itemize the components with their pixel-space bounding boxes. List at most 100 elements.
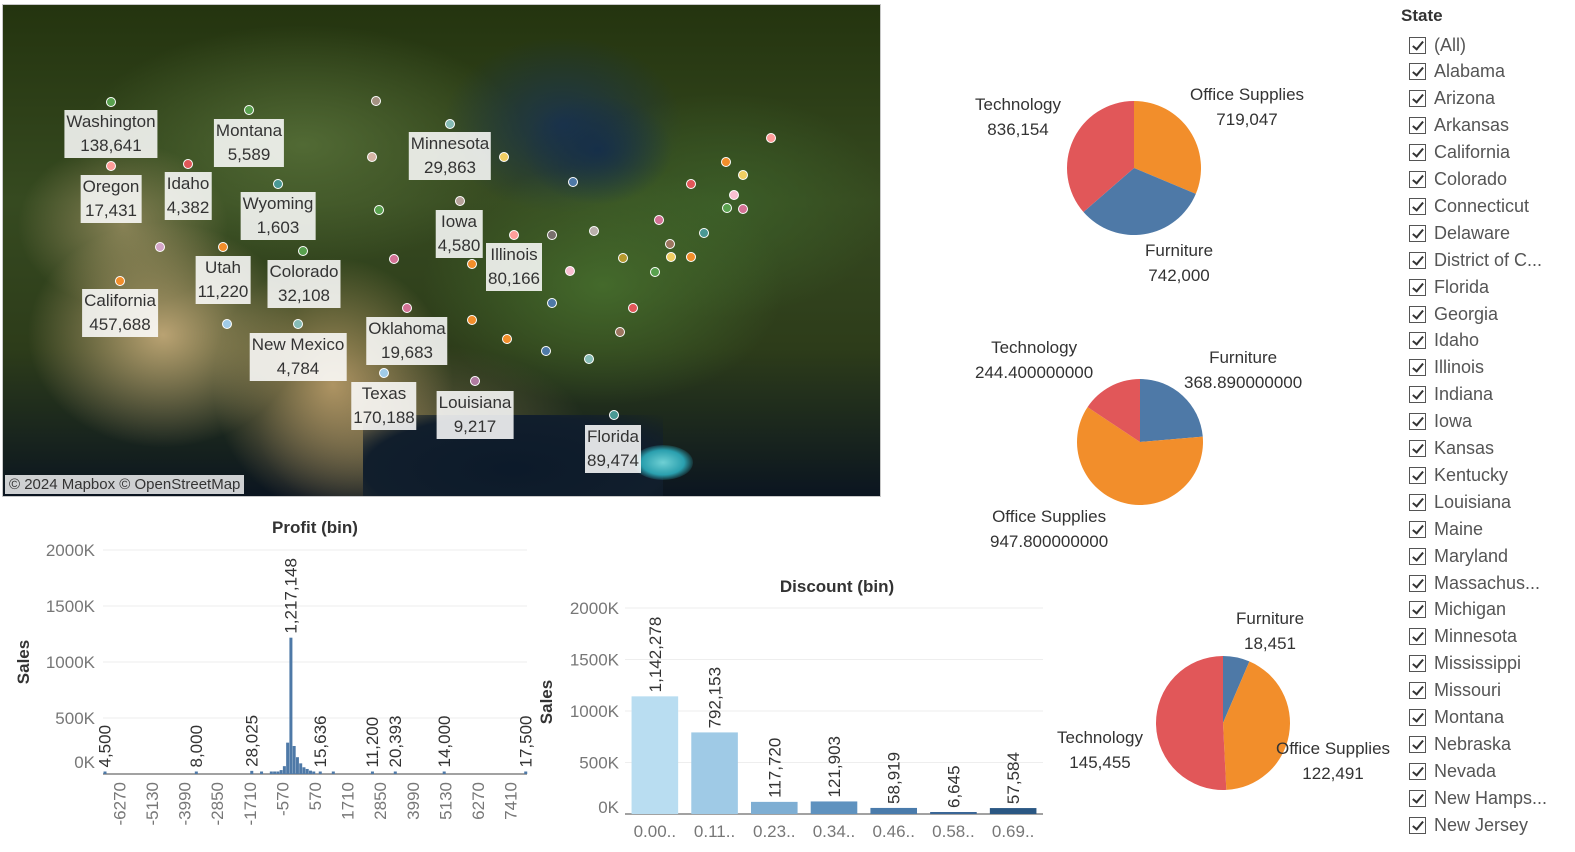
- checkbox-checked-icon[interactable]: [1409, 682, 1426, 700]
- discount-bar[interactable]: [810, 801, 858, 814]
- filter-item[interactable]: Nevada: [1409, 758, 1496, 784]
- profit-bar[interactable]: [302, 767, 306, 774]
- checkbox-checked-icon[interactable]: [1409, 63, 1426, 81]
- sales-map[interactable]: Washington 138,641 Montana 5,589 Minnesota 29…: [2, 4, 881, 497]
- category-pie-3[interactable]: [1155, 655, 1291, 791]
- profit-bar[interactable]: [331, 771, 335, 775]
- filter-item[interactable]: (All): [1409, 32, 1466, 58]
- filter-item[interactable]: New Hamps...: [1409, 785, 1547, 811]
- state-marker[interactable]: [628, 303, 638, 313]
- state-marker[interactable]: [618, 253, 628, 263]
- state-marker[interactable]: [293, 319, 303, 329]
- profit-bar[interactable]: [312, 771, 316, 775]
- state-marker[interactable]: [367, 152, 377, 162]
- checkbox-checked-icon[interactable]: [1409, 789, 1426, 807]
- profit-bar[interactable]: [276, 771, 280, 775]
- state-marker[interactable]: [499, 152, 509, 162]
- profit-bar[interactable]: [250, 770, 254, 774]
- state-marker[interactable]: [470, 376, 480, 386]
- discount-bar[interactable]: [750, 801, 798, 814]
- checkbox-checked-icon[interactable]: [1409, 547, 1426, 565]
- map-credit[interactable]: © 2024 Mapbox © OpenStreetMap: [5, 475, 245, 494]
- checkbox-checked-icon[interactable]: [1409, 466, 1426, 484]
- checkbox-checked-icon[interactable]: [1409, 305, 1426, 323]
- profit-bar[interactable]: [370, 771, 374, 775]
- state-marker[interactable]: [222, 319, 232, 329]
- filter-item[interactable]: New Jersey: [1409, 812, 1528, 838]
- state-marker[interactable]: [650, 267, 660, 277]
- state-marker[interactable]: [374, 205, 384, 215]
- state-marker[interactable]: [665, 239, 675, 249]
- profit-bar[interactable]: [308, 770, 312, 774]
- state-marker[interactable]: [609, 410, 619, 420]
- category-pie-2[interactable]: [1076, 378, 1204, 506]
- pie-slice-office-supplies[interactable]: [1077, 407, 1203, 505]
- state-marker[interactable]: [615, 327, 625, 337]
- checkbox-checked-icon[interactable]: [1409, 197, 1426, 215]
- state-marker[interactable]: [155, 242, 165, 252]
- profit-bar[interactable]: [273, 771, 277, 775]
- filter-item[interactable]: Idaho: [1409, 328, 1479, 354]
- state-marker[interactable]: [766, 133, 776, 143]
- category-pie-1[interactable]: [1066, 100, 1202, 236]
- profit-bar[interactable]: [286, 742, 290, 774]
- filter-item[interactable]: Arkansas: [1409, 113, 1509, 139]
- checkbox-checked-icon[interactable]: [1409, 520, 1426, 538]
- state-marker[interactable]: [298, 246, 308, 256]
- checkbox-checked-icon[interactable]: [1409, 278, 1426, 296]
- profit-bar[interactable]: [260, 771, 264, 775]
- filter-item[interactable]: Michigan: [1409, 597, 1506, 623]
- discount-bar[interactable]: [930, 812, 977, 814]
- state-marker[interactable]: [502, 334, 512, 344]
- checkbox-checked-icon[interactable]: [1409, 601, 1426, 619]
- pie-slice-furniture[interactable]: [1140, 379, 1203, 442]
- profit-bar[interactable]: [292, 746, 296, 774]
- checkbox-checked-icon[interactable]: [1409, 171, 1426, 188]
- checkbox-checked-icon[interactable]: [1409, 251, 1426, 269]
- profit-bar[interactable]: [194, 771, 198, 775]
- checkbox-checked-icon[interactable]: [1409, 440, 1426, 457]
- state-marker[interactable]: [218, 242, 228, 252]
- state-marker[interactable]: [568, 177, 578, 187]
- filter-item[interactable]: Kansas: [1409, 436, 1494, 462]
- filter-item[interactable]: Alabama: [1409, 59, 1505, 85]
- profit-bar[interactable]: [305, 768, 309, 774]
- state-marker[interactable]: [389, 254, 399, 264]
- filter-item[interactable]: Nebraska: [1409, 731, 1511, 757]
- state-marker[interactable]: [509, 230, 519, 240]
- state-marker[interactable]: [273, 179, 283, 189]
- state-marker[interactable]: [467, 315, 477, 325]
- filter-item[interactable]: Indiana: [1409, 382, 1493, 408]
- filter-item[interactable]: Kentucky: [1409, 462, 1508, 488]
- checkbox-checked-icon[interactable]: [1409, 735, 1426, 753]
- pie-slice-furniture[interactable]: [1223, 656, 1250, 723]
- discount-bar[interactable]: [691, 732, 738, 814]
- state-marker[interactable]: [584, 354, 594, 364]
- checkbox-checked-icon[interactable]: [1409, 709, 1426, 726]
- checkbox-checked-icon[interactable]: [1409, 332, 1426, 350]
- state-marker[interactable]: [115, 276, 125, 286]
- checkbox-checked-icon[interactable]: [1409, 386, 1426, 404]
- profit-bar[interactable]: [442, 771, 446, 775]
- checkbox-checked-icon[interactable]: [1409, 574, 1426, 592]
- profit-bar[interactable]: [393, 771, 397, 775]
- state-marker[interactable]: [722, 203, 732, 213]
- profit-bar[interactable]: [103, 771, 107, 775]
- pie-slice-office-supplies[interactable]: [1134, 101, 1201, 194]
- state-marker[interactable]: [654, 215, 664, 225]
- pie-slice-technology[interactable]: [1067, 101, 1134, 212]
- profit-bar[interactable]: [295, 757, 299, 774]
- filter-item[interactable]: Louisiana: [1409, 489, 1511, 515]
- state-marker[interactable]: [686, 252, 696, 262]
- profit-bar[interactable]: [289, 637, 293, 774]
- state-marker[interactable]: [371, 96, 381, 106]
- filter-item[interactable]: Massachus...: [1409, 570, 1540, 596]
- checkbox-checked-icon[interactable]: [1409, 655, 1426, 673]
- pie-slice-technology[interactable]: [1155, 656, 1227, 790]
- profit-bar[interactable]: [299, 763, 303, 774]
- state-marker[interactable]: [106, 97, 116, 107]
- state-marker[interactable]: [402, 303, 412, 313]
- state-marker[interactable]: [738, 204, 748, 214]
- pie-slice-technology[interactable]: [1087, 379, 1140, 442]
- checkbox-checked-icon[interactable]: [1409, 816, 1426, 834]
